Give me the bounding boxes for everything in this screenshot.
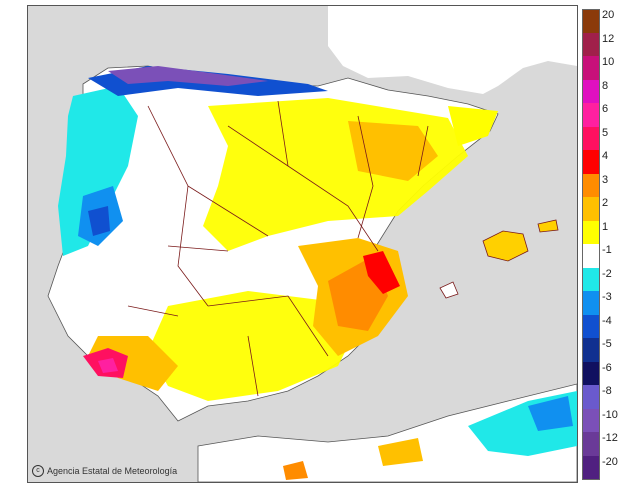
anomaly-minus2-northwest [58,86,138,256]
legend-swatch [582,150,600,174]
legend-label: 3 [602,173,609,186]
legend-swatch [582,244,600,268]
legend-label: -8 [602,385,612,397]
legend-swatch [582,455,600,480]
legend-label: 5 [602,126,609,139]
legend-swatch [582,267,600,291]
legend-swatch [582,432,600,456]
anomaly-minus3-africa [528,396,573,431]
legend-swatch [582,9,600,34]
legend-label: 4 [602,150,609,162]
ibiza [439,281,459,299]
legend-label: -6 [602,361,612,374]
anomaly-plus-africa [378,438,423,466]
legend-label: -2 [602,267,612,280]
anomaly-plus-africa-2 [283,461,308,480]
legend-label: -20 [602,455,618,468]
legend-label: 1 [602,220,609,233]
legend-swatch [582,32,600,56]
legend-swatch [582,385,600,409]
legend-label: -10 [602,408,618,421]
anomaly-minus10-cantabrian [108,66,268,86]
map-frame [27,5,578,483]
credit-text: Agencia Estatal de Meteorología [47,466,178,476]
legend-swatch [582,220,600,244]
legend-label: -5 [602,338,612,350]
legend-label: -12 [602,432,618,444]
france-land [328,6,577,94]
mallorca [482,230,529,262]
legend-swatch [582,103,600,127]
anomaly-plus2-ebro [348,121,438,181]
legend-label: -4 [602,314,612,327]
legend-swatch [582,291,600,315]
credit: c Agencia Estatal de Meteorología [32,465,177,477]
legend-swatch [582,361,600,385]
legend-label: 2 [602,197,609,209]
legend-swatch [582,79,600,103]
anomaly-plus1-south [148,291,358,401]
legend-label: 6 [602,103,609,115]
anomaly-plus8-southwest [98,358,118,373]
temperature-anomaly-map [47,6,577,482]
color-legend: 20 12 10 8 6 5 4 3 2 1 -1 -2 -3 -4 -5 -6 -8 -10 -12 -20 [582,9,630,480]
anomaly-plus1-catalonia [448,106,498,146]
legend-label: 12 [602,32,615,45]
legend-swatch [582,126,600,150]
legend-swatch [582,338,600,362]
legend-label: 20 [602,9,615,21]
copyright-icon: c [32,465,44,477]
legend-label: -1 [602,244,612,256]
legend-label: 8 [602,79,609,92]
menorca [537,219,559,233]
province-borders [127,100,429,397]
legend-swatch [582,173,600,197]
legend-swatch [582,197,600,221]
anomaly-plus4-valencia [363,251,400,294]
legend-label: 10 [602,56,615,68]
africa-land [197,383,577,482]
anomaly-minus4-galicia [88,206,110,236]
aemet-watermark: aemet [508,456,554,473]
legend-swatch [582,408,600,432]
legend-label: -3 [602,291,612,303]
legend-swatch [582,56,600,80]
legend-swatch [582,314,600,338]
